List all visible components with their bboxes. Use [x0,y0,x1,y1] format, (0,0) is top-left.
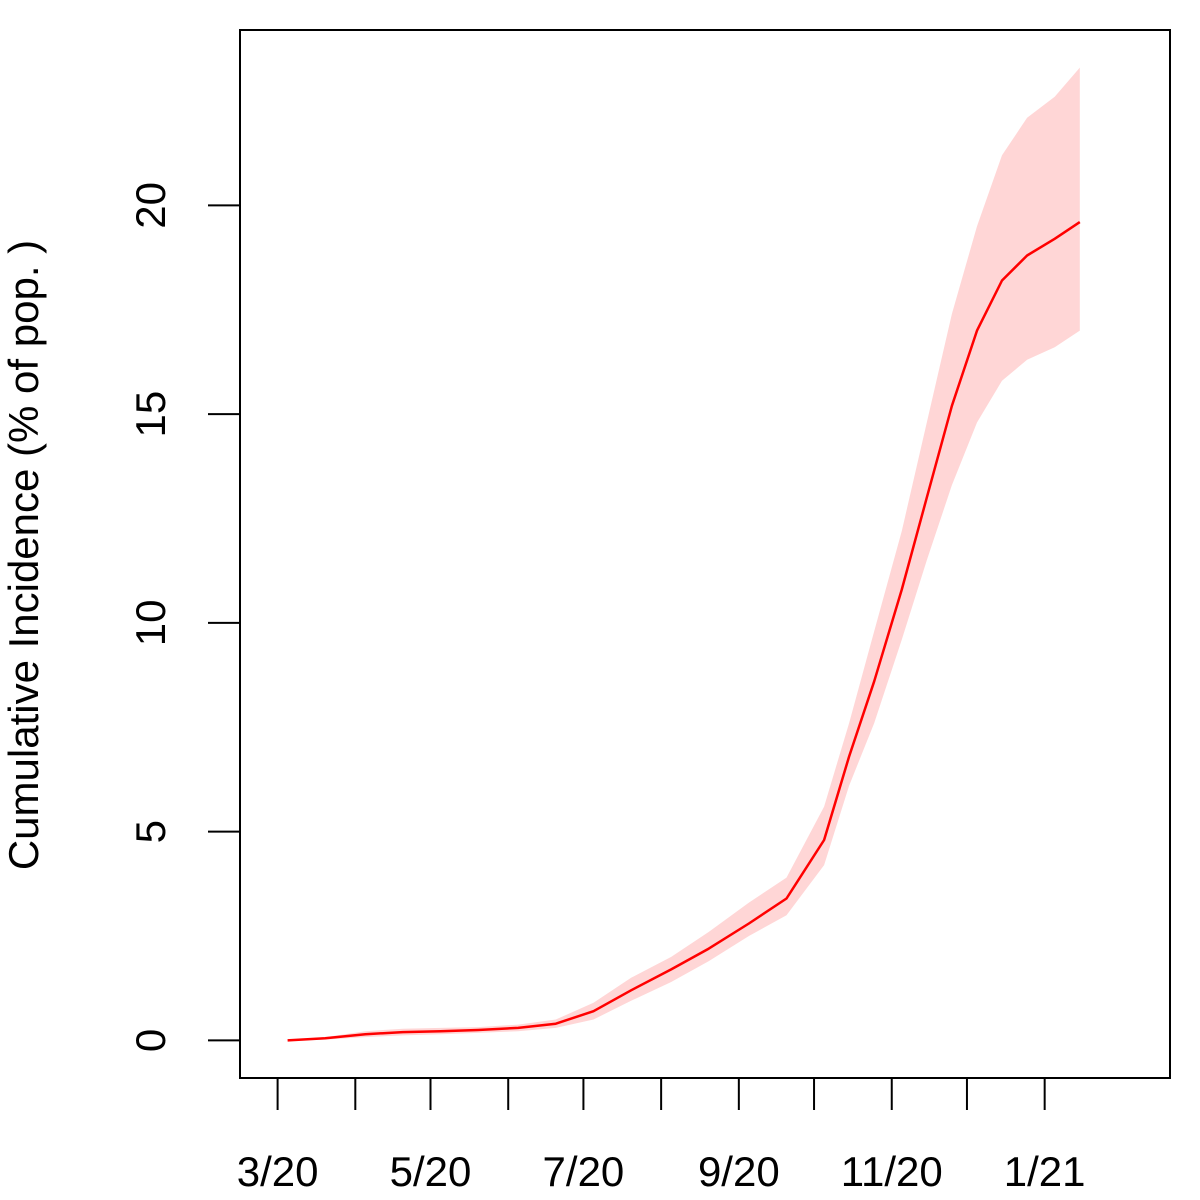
x-tick-label: 5/20 [390,1148,472,1195]
y-tick-label: 15 [127,391,174,438]
y-tick-label: 20 [127,182,174,229]
confidence-band [287,67,1080,1041]
x-tick-label: 11/20 [841,1148,943,1195]
y-tick-label: 10 [127,600,174,647]
y-tick-label: 5 [127,820,174,843]
incidence-line [287,221,1081,1042]
y-tick-label: 0 [127,1029,174,1052]
x-tick-label: 1/21 [1004,1148,1086,1195]
x-tick-label: 9/20 [698,1148,780,1195]
y-axis-title: Cumulative Incidence (% of pop. ) [0,240,47,870]
x-tick-label: 7/20 [543,1148,625,1195]
x-tick-label: 3/20 [237,1148,319,1195]
incidence-line-layer [287,221,1081,1042]
y-axis: 0 5 10 15 20 [127,182,241,1052]
confidence-band-layer [287,67,1080,1041]
x-axis: 3/20 5/20 7/20 9/20 11/20 1/21 [237,1077,1086,1195]
